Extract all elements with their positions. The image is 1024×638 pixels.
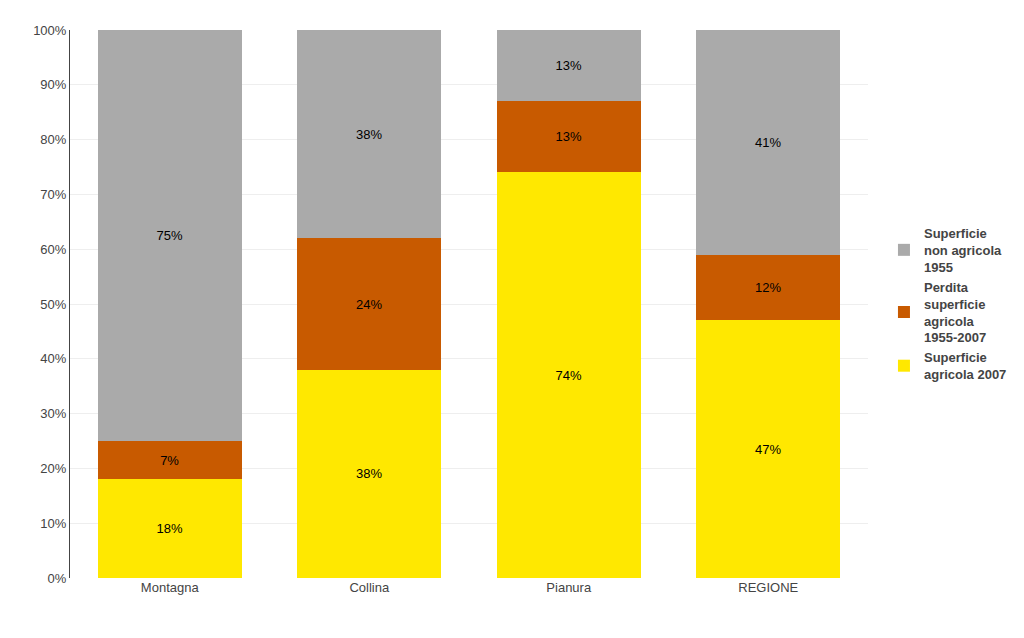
svg-text:REGIONE: REGIONE (738, 580, 798, 595)
svg-text:47%: 47% (755, 442, 781, 457)
svg-text:7%: 7% (160, 453, 179, 468)
svg-text:24%: 24% (356, 297, 382, 312)
svg-text:Pianura: Pianura (546, 580, 592, 595)
svg-text:13%: 13% (556, 58, 582, 73)
svg-text:41%: 41% (755, 135, 781, 150)
svg-text:12%: 12% (755, 280, 781, 295)
svg-text:38%: 38% (356, 466, 382, 481)
svg-text:Perditasuperficieagricola1955-: Perditasuperficieagricola1955-2007 (924, 280, 986, 346)
svg-text:30%: 30% (40, 406, 66, 421)
svg-text:Superficieagricola 2007: Superficieagricola 2007 (924, 350, 1006, 382)
svg-text:40%: 40% (40, 351, 66, 366)
svg-text:Collina: Collina (349, 580, 390, 595)
svg-text:18%: 18% (157, 521, 183, 536)
svg-text:80%: 80% (40, 132, 66, 147)
svg-text:74%: 74% (556, 368, 582, 383)
svg-text:50%: 50% (40, 297, 66, 312)
svg-text:100%: 100% (33, 23, 67, 38)
svg-text:Montagna: Montagna (141, 580, 200, 595)
svg-text:Superficienon agricola1955: Superficienon agricola1955 (924, 226, 1002, 275)
svg-text:38%: 38% (356, 127, 382, 142)
svg-text:10%: 10% (40, 516, 66, 531)
svg-text:13%: 13% (556, 129, 582, 144)
svg-text:60%: 60% (40, 242, 66, 257)
svg-text:90%: 90% (40, 77, 66, 92)
svg-text:70%: 70% (40, 187, 66, 202)
svg-text:0%: 0% (48, 571, 67, 586)
svg-text:20%: 20% (40, 461, 66, 476)
svg-text:75%: 75% (157, 228, 183, 243)
